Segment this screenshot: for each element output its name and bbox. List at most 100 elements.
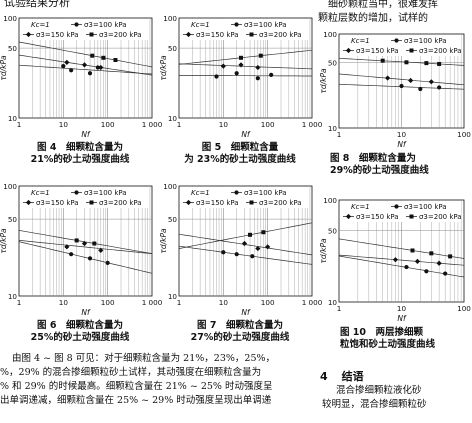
fig8-point-s0 — [418, 86, 423, 92]
fig10-legend-k: Kc=1 — [351, 203, 370, 211]
section-title: 结语 — [341, 370, 364, 383]
fig4-y-label: τd/kPa — [0, 55, 8, 81]
fig8-y-tick: 10 — [328, 124, 338, 133]
fig8-y-tick: 100 — [323, 30, 337, 39]
body-line-3: % 和 29% 的时候最高。细颗粒含量在 21% ~ 25% 时动强度呈 — [0, 381, 273, 392]
fig6-point-s2 — [92, 241, 97, 246]
fig8-point-s2 — [380, 58, 385, 63]
fig5-point-s1 — [220, 63, 226, 69]
fig5-legend: Kc=1 σ3=100 kPa σ3=150 kPa σ3=200 kPa — [182, 19, 309, 40]
fig10-legend-marker-150 — [345, 213, 352, 220]
fig10-x-tick: 10 — [397, 304, 407, 313]
fig4-point-s1 — [64, 59, 70, 65]
fig4-x-tick: 1 — [17, 120, 22, 129]
fig8-curve-2 — [338, 57, 465, 66]
figure-8-caption-line-2: 29%的砂土动强度曲线 — [330, 165, 429, 176]
fig10-y-label: τd/kPa — [319, 238, 328, 264]
fig8-legend-bg — [342, 35, 461, 56]
fig7-curve-0 — [178, 245, 313, 265]
figure-5-caption: 图 5 细颗粒含量 为 23%的砂土动强度曲线 — [165, 142, 315, 166]
fig6-y-tick: 100 — [3, 182, 17, 191]
fig7-legend-100: σ3=100 kPa — [244, 189, 287, 197]
fig4-curve-0 — [18, 64, 153, 75]
fig8-x-tick: 1 — [337, 130, 342, 139]
fig8-point-s2 — [437, 61, 442, 66]
fig10-curve-2 — [338, 238, 465, 259]
fig5-x-tick: 10 — [219, 120, 229, 129]
fig7-point-s1 — [241, 240, 248, 247]
fig10-legend-marker-200 — [409, 214, 414, 219]
fig6-point-s0 — [69, 252, 74, 257]
fig6-point-s0 — [87, 256, 93, 261]
fig5-legend-150: σ3=150 kPa — [196, 31, 239, 39]
conclusion-line-2: 较明显，混合掺细颗粒砂 — [322, 399, 427, 410]
fig5-y-tick: 100 — [163, 14, 177, 23]
fig8-x-tick: 100 — [457, 130, 471, 139]
fig7-legend-marker-150 — [185, 199, 192, 206]
fig8-point-s1 — [408, 77, 414, 84]
fig5-legend-200: σ3=200 kPa — [259, 31, 302, 39]
fig4-x-tick: 100 — [101, 120, 115, 129]
figure-4-caption: 图 4 细颗粒含量为 21%的砂土动强度曲线 — [5, 142, 155, 166]
fig6-x-tick: 100 — [101, 298, 115, 307]
fig6-y-tick: 50 — [8, 215, 18, 224]
fig10-legend: Kc=1 σ3=100 kPa σ3=150 kPa σ3=200 kPa — [342, 201, 462, 222]
fig8-y-label: τd/kPa — [319, 68, 328, 94]
fig10-point-s2 — [410, 248, 415, 253]
fig8-point-s0 — [437, 85, 442, 90]
fig6-x-label: Nf — [81, 308, 91, 317]
fig6-curve-0 — [18, 241, 153, 274]
fig8-point-s1 — [428, 79, 434, 85]
fig4-legend-marker-100 — [74, 22, 79, 27]
fig6-legend-100: σ3=100 kPa — [84, 189, 127, 197]
fig10-legend-200: σ3=200 kPa — [419, 213, 462, 221]
fig10-y-tick: 100 — [323, 196, 337, 205]
section-4-heading: 4 结语 — [320, 370, 364, 384]
fig5-legend-marker-200 — [249, 32, 254, 37]
fig10-point-s1 — [414, 258, 421, 265]
fig7-point-s2 — [261, 230, 266, 235]
fig4-x-tick: 1 000 — [142, 120, 163, 129]
fig5-point-s0 — [269, 72, 274, 77]
fig10-y-tick: 10 — [328, 298, 338, 307]
body-paragraph: 由图 4 ~ 图 8 可见：对于细颗粒含量为 21%，23%，25%， %，29… — [0, 352, 318, 408]
fig5-point-s0 — [214, 74, 219, 79]
figure-10-caption-line-1: 图 10 两层掺细颗 — [340, 327, 424, 338]
fig8-y-tick: 50 — [328, 58, 338, 67]
fig7-legend: Kc=1 σ3=100 kPa σ3=150 kPa σ3=200 kPa — [182, 187, 309, 208]
fig6-x-tick: 10 — [59, 298, 69, 307]
fig4-y-tick: 100 — [3, 14, 17, 23]
figure-8-caption: 图 8 细颗粒含量为 29%的砂土动强度曲线 — [330, 153, 472, 177]
fig5-legend-k: Kc=1 — [191, 21, 210, 29]
fig6-legend-marker-150 — [25, 199, 32, 206]
fig7-y-label: τd/kPa — [159, 228, 168, 254]
fig7-y-tick: 10 — [168, 292, 178, 301]
fig6-point-s2 — [74, 238, 79, 243]
right-column-line-1: 细砂颗粒当中，很难发挥 — [328, 0, 438, 10]
fig5-curve-1 — [178, 63, 313, 70]
fig5-x-tick: 1 — [177, 120, 182, 129]
fig8-legend-150: σ3=150 kPa — [356, 47, 399, 55]
fig5-point-s0 — [234, 71, 239, 76]
fig4-legend-100: σ3=100 kPa — [84, 21, 127, 29]
fig8-point-s0 — [399, 83, 404, 89]
fig4-point-s2 — [90, 53, 95, 58]
figure-6-caption-line-1: 图 6 细颗粒含量为 — [37, 320, 123, 331]
figure-5-caption-line-2: 为 23%的砂土动强度曲线 — [184, 154, 296, 165]
fig4-point-s1 — [81, 62, 88, 68]
fig7-legend-k: Kc=1 — [191, 189, 210, 197]
fig5-x-tick: 100 — [261, 120, 275, 129]
fig6-legend-k: Kc=1 — [31, 189, 50, 197]
fig8-curve-1 — [338, 73, 465, 86]
fig6-point-s1 — [98, 247, 104, 253]
fig4-legend-bg — [22, 19, 149, 40]
fig7-legend-marker-100 — [234, 190, 239, 195]
fig6-curve-1 — [18, 240, 153, 255]
fig10-point-s0 — [404, 264, 409, 270]
fig4-legend: Kc=1 σ3=100 kPa σ3=150 kPa σ3=200 kPa — [22, 19, 149, 40]
fig5-legend-marker-150 — [185, 31, 192, 38]
fig7-legend-marker-200 — [249, 200, 254, 205]
